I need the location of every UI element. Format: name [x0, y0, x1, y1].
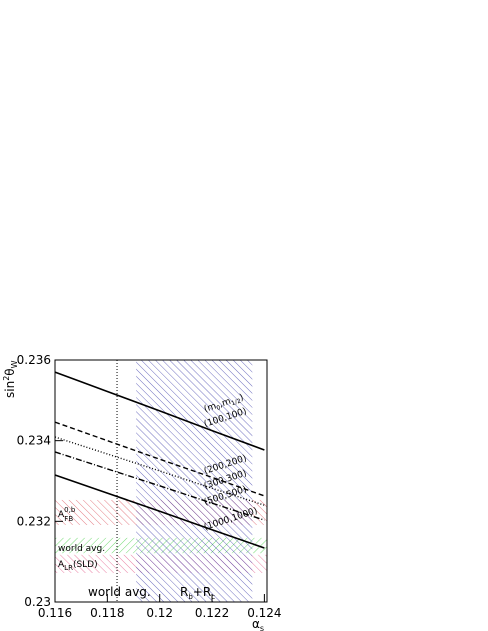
text-part: α — [252, 617, 260, 631]
plot-frame — [54, 359, 268, 603]
series-line — [54, 371, 265, 451]
text-part: +R — [193, 585, 211, 599]
series-line — [54, 436, 265, 506]
text-part: 0 — [216, 404, 222, 412]
text-part: s — [260, 624, 264, 631]
vline-label: world avg. — [88, 585, 151, 599]
series-line — [54, 451, 265, 521]
text-part: ) — [238, 393, 244, 404]
y-tick-label: 0.234 — [17, 434, 51, 448]
vband-label: Rb+Rc — [180, 585, 215, 601]
x-tick-label: 0.118 — [90, 606, 124, 620]
series-line — [54, 474, 265, 549]
x-tick-label: 0.116 — [38, 606, 72, 620]
y-tick-label: 0.236 — [17, 353, 51, 367]
text-part: sin — [3, 381, 17, 398]
vband — [136, 360, 253, 602]
x-tick-label: 0.124 — [247, 606, 281, 620]
text-part: A — [58, 510, 65, 520]
text-part: (SLD) — [73, 560, 98, 570]
text-part: A — [58, 560, 65, 570]
text-part: ,m — [218, 397, 232, 410]
text-part: c — [211, 593, 215, 601]
text-part: 2 — [2, 376, 11, 381]
series-header: (m0,m1/2) — [203, 393, 245, 416]
text-part: b — [188, 593, 193, 601]
band-label: world avg. — [58, 544, 105, 554]
text-part: world avg. — [58, 544, 105, 554]
y-tick-label: 0.23 — [24, 595, 51, 609]
x-tick-label: 0.12 — [146, 606, 173, 620]
text-part: 1/2 — [230, 398, 242, 408]
text-part: θ — [3, 368, 17, 375]
y-tick-label: 0.232 — [17, 514, 51, 528]
text-part: R — [180, 585, 188, 599]
x-tick-label: 0.122 — [195, 606, 229, 620]
text-part: 0,b — [64, 506, 76, 514]
text-part: LR — [64, 564, 73, 572]
text-part: (m — [203, 402, 218, 415]
band-label: ALR(SLD) — [58, 560, 98, 572]
text-part: W — [10, 360, 19, 368]
series-line — [54, 421, 265, 497]
x-axis-title: αs — [252, 617, 264, 631]
band-label: A0,b FB — [58, 506, 76, 523]
text-part: FB — [64, 515, 73, 523]
y-axis-title: sin2θW — [2, 360, 19, 398]
